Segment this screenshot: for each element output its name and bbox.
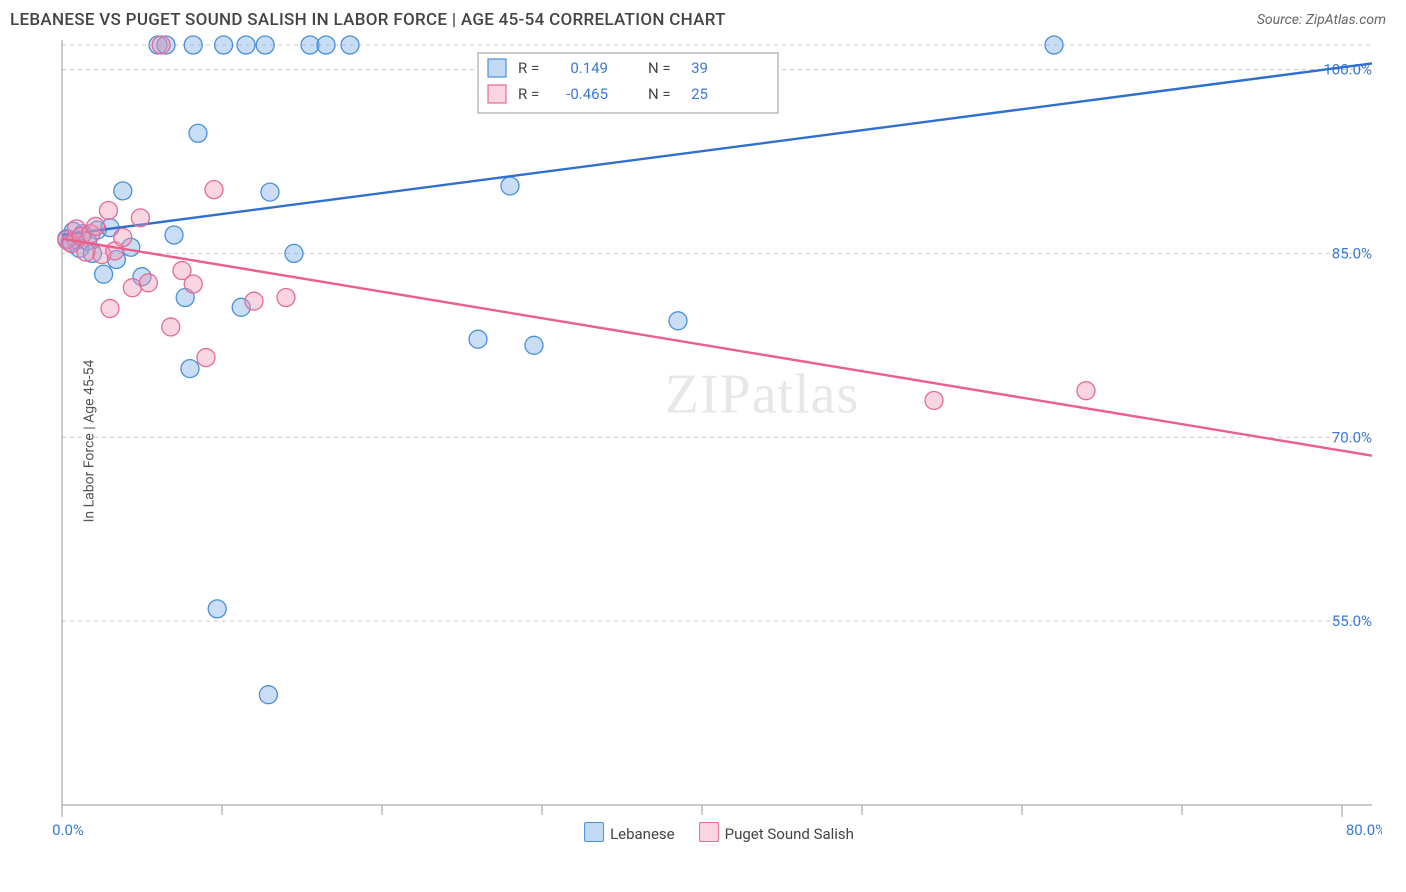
svg-text:85.0%: 85.0% xyxy=(1332,244,1372,262)
svg-text:ZIPatlas: ZIPatlas xyxy=(665,364,860,426)
legend-label: Lebanese xyxy=(610,825,675,843)
chart-title: LEBANESE VS PUGET SOUND SALISH IN LABOR … xyxy=(10,10,726,30)
svg-text:0.0%: 0.0% xyxy=(52,821,84,839)
svg-text:80.0%: 80.0% xyxy=(1346,821,1382,839)
svg-text:70.0%: 70.0% xyxy=(1332,428,1372,446)
legend: Lebanese Puget Sound Salish xyxy=(584,822,854,843)
source-label: Source: ZipAtlas.com xyxy=(1257,12,1386,28)
svg-text:0.149: 0.149 xyxy=(570,59,608,77)
correlation-chart: 55.0%70.0%85.0%100.0%0.0%80.0%ZIPatlasR … xyxy=(42,35,1382,847)
svg-text:R =: R = xyxy=(518,59,539,77)
svg-text:55.0%: 55.0% xyxy=(1332,612,1372,630)
legend-swatch-pink xyxy=(699,822,719,842)
svg-text:-0.465: -0.465 xyxy=(566,85,608,103)
legend-swatch-blue xyxy=(584,822,604,842)
svg-text:N =: N = xyxy=(648,59,671,77)
legend-item-lebanese: Lebanese xyxy=(584,822,675,843)
svg-text:N =: N = xyxy=(648,85,671,103)
svg-text:39: 39 xyxy=(691,59,708,77)
legend-item-puget: Puget Sound Salish xyxy=(699,822,854,843)
y-axis-label: In Labor Force | Age 45-54 xyxy=(81,360,97,523)
title-bar: LEBANESE VS PUGET SOUND SALISH IN LABOR … xyxy=(0,0,1406,35)
legend-label: Puget Sound Salish xyxy=(725,825,854,843)
svg-text:R =: R = xyxy=(518,85,539,103)
chart-container: In Labor Force | Age 45-54 55.0% 70.0% 85.… xyxy=(42,35,1396,847)
svg-text:25: 25 xyxy=(691,85,708,103)
